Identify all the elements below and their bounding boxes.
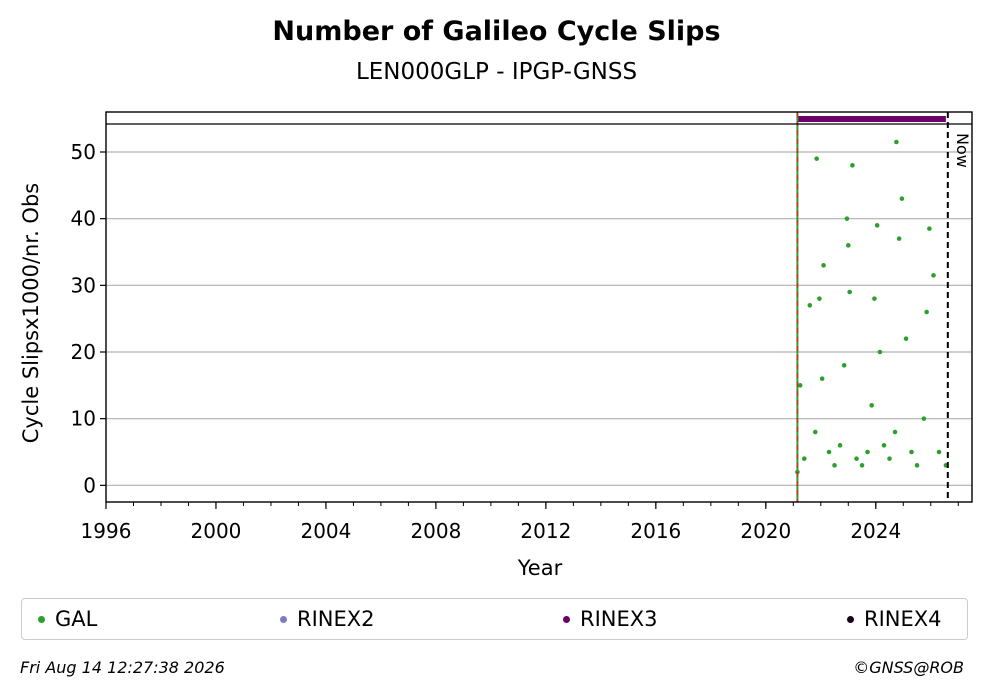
y-tick-label: 40 xyxy=(71,207,96,231)
gal-point xyxy=(832,463,837,468)
gal-point xyxy=(921,416,927,421)
gal-point xyxy=(847,289,852,295)
gal-point xyxy=(903,336,909,341)
x-tick-label: 2004 xyxy=(300,519,351,543)
legend-label-rinex3: RINEX3 xyxy=(580,607,658,631)
rinex3-period-bar xyxy=(797,116,946,122)
generated-timestamp: Fri Aug 14 12:27:38 2026 xyxy=(20,658,225,677)
gal-point xyxy=(850,163,855,168)
x-tick-label: 2000 xyxy=(191,519,242,543)
gal-point xyxy=(892,429,898,435)
gal-point xyxy=(819,376,825,381)
gal-point xyxy=(859,463,865,468)
y-axis-label: Cycle Slipsx1000/nr. Obs xyxy=(19,182,43,444)
gridlines xyxy=(106,151,972,486)
legend-item-rinex3: RINEX3 xyxy=(563,599,658,639)
gal-point xyxy=(797,383,803,388)
x-tick-label: 1996 xyxy=(81,519,132,543)
y-tick-label: 0 xyxy=(83,473,96,497)
gal-point xyxy=(845,243,851,248)
gal-point xyxy=(887,456,892,461)
x-axis-label: Year xyxy=(517,556,563,580)
gal-scatter-series xyxy=(795,139,949,475)
legend-marker-rinex4 xyxy=(847,615,854,623)
legend-item-gal: GAL xyxy=(38,599,97,639)
gal-point xyxy=(896,236,902,241)
y-tick-label: 30 xyxy=(71,273,96,297)
legend-marker-rinex3 xyxy=(563,615,570,623)
gal-point xyxy=(826,449,832,455)
gal-point xyxy=(821,263,826,268)
legend-marker-gal xyxy=(38,615,45,623)
legend: GAL RINEX2 RINEX3 RINEX4 xyxy=(21,598,968,640)
gal-point xyxy=(899,196,905,201)
gal-point xyxy=(924,309,929,315)
gal-point xyxy=(909,449,914,455)
gal-point xyxy=(844,216,850,221)
legend-label-gal: GAL xyxy=(55,607,98,631)
gal-point xyxy=(817,296,822,301)
chart-subtitle: LEN000GLP - IPGP-GNSS xyxy=(355,59,638,85)
gal-point xyxy=(814,156,819,161)
gal-point xyxy=(927,226,932,231)
now-label: Now xyxy=(953,133,972,168)
x-tick-label: 2012 xyxy=(520,519,571,543)
axes: 0 10 20 30 40 50 1996 2000 2004 2008 2012 2016 2020 2… xyxy=(71,111,973,543)
legend-item-rinex4: RINEX4 xyxy=(847,599,942,639)
gal-point xyxy=(854,456,859,461)
gal-point xyxy=(865,449,870,455)
x-tick-label: 2008 xyxy=(410,519,461,543)
gal-point xyxy=(812,429,818,435)
y-tick-label: 10 xyxy=(71,407,96,431)
gal-point xyxy=(841,363,847,368)
chart-overlays: Now xyxy=(796,112,972,502)
gal-point xyxy=(801,456,807,461)
credit-label: ©GNSS@ROB xyxy=(853,658,964,677)
gal-point xyxy=(881,443,887,448)
y-tick-label: 50 xyxy=(71,140,96,164)
gal-point xyxy=(894,139,899,145)
x-tick-label: 2016 xyxy=(630,519,681,543)
legend-label-rinex4: RINEX4 xyxy=(864,607,942,631)
plot-frame xyxy=(105,111,973,503)
gal-point xyxy=(877,349,883,355)
x-tick-label: 2020 xyxy=(740,519,791,543)
legend-label-rinex2: RINEX2 xyxy=(297,607,375,631)
gal-point xyxy=(872,296,877,301)
legend-item-rinex2: RINEX2 xyxy=(280,599,375,639)
y-tick-label: 20 xyxy=(71,340,96,364)
gal-point xyxy=(931,273,936,278)
x-tick-label: 2024 xyxy=(850,519,901,543)
gal-point xyxy=(807,303,813,308)
legend-marker-rinex2 xyxy=(280,615,287,623)
gal-point xyxy=(874,223,880,228)
gal-point xyxy=(869,403,874,408)
chart-title: Number of Galileo Cycle Slips xyxy=(272,16,721,47)
gal-point xyxy=(914,463,920,468)
gal-point xyxy=(936,449,942,455)
gal-point xyxy=(837,443,843,448)
